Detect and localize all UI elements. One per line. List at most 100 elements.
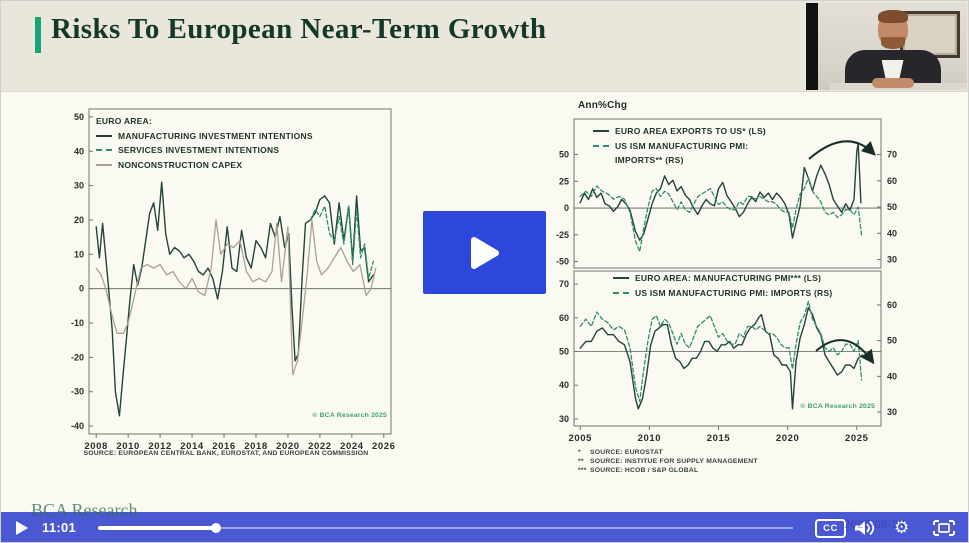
bca-watermark-left: © BCA Research 2025 <box>312 412 387 419</box>
svg-text:10: 10 <box>74 249 84 259</box>
bca-watermark-right: © BCA Research 2025 <box>800 403 875 410</box>
brand-watermark: BCA Research <box>31 500 138 520</box>
bottom-right-chart-legend: EURO AREA: MANUFACTURING PMI*** (LS) US … <box>613 271 832 300</box>
svg-text:50: 50 <box>559 150 569 160</box>
play-pause-button[interactable] <box>16 521 29 535</box>
play-button-overlay[interactable] <box>423 211 546 294</box>
svg-text:60: 60 <box>887 176 897 186</box>
svg-text:50: 50 <box>887 202 897 212</box>
svg-text:2010: 2010 <box>638 433 662 444</box>
svg-text:30: 30 <box>887 255 897 265</box>
legend-label-ism-imports: US ISM MANUFACTURING PMI: IMPORTS (RS) <box>635 287 833 298</box>
solid-dark-line-swatch <box>593 130 609 133</box>
legend-label-euro-pmi: EURO AREA: MANUFACTURING PMI*** (LS) <box>635 273 822 283</box>
svg-text:25: 25 <box>559 176 569 186</box>
svg-text:2020: 2020 <box>276 441 300 452</box>
svg-text:60: 60 <box>887 300 897 310</box>
solid-dark-line-swatch <box>613 277 629 280</box>
svg-text:30: 30 <box>74 181 84 191</box>
svg-text:2010: 2010 <box>116 441 140 452</box>
y-axis-title: Ann%Chg <box>578 100 628 111</box>
svg-text:30: 30 <box>887 407 897 417</box>
svg-text:2015: 2015 <box>707 433 731 444</box>
svg-text:-20: -20 <box>71 352 84 362</box>
svg-text:2005: 2005 <box>568 433 592 444</box>
svg-text:50: 50 <box>559 347 569 357</box>
left-chart-legend: EURO AREA: MANUFACTURING INVESTMENT INTE… <box>96 114 313 172</box>
svg-text:-50: -50 <box>556 257 569 267</box>
solid-gray-line-swatch <box>96 163 112 166</box>
svg-text:60: 60 <box>559 313 569 323</box>
presenter-beard <box>880 37 905 49</box>
framed-picture <box>899 10 960 58</box>
progress-handle[interactable] <box>211 523 222 533</box>
svg-text:2012: 2012 <box>148 441 172 452</box>
svg-text:-10: -10 <box>71 318 84 328</box>
legend-label-manufacturing: MANUFACTURING INVESTMENT INTENTIONS <box>118 130 313 141</box>
webcam-video <box>806 3 967 90</box>
cc-label: CC <box>823 523 838 534</box>
footnote-marker: *** <box>578 467 587 474</box>
left-chart-source: SOURCE: EUROPEAN CENTRAL BANK, EUROSTAT,… <box>83 450 369 457</box>
date-watermark: 2025-06-25 <box>844 519 906 531</box>
svg-text:0: 0 <box>79 284 84 294</box>
svg-text:2022: 2022 <box>308 441 332 452</box>
dashed-green-line-swatch <box>613 291 629 294</box>
svg-text:40: 40 <box>74 146 84 156</box>
svg-text:20: 20 <box>74 215 84 225</box>
settings-gear-icon[interactable]: ⚙ <box>894 518 910 538</box>
legend-label-exports: EURO AREA EXPORTS TO US* (LS) <box>615 126 766 136</box>
presenter-hand <box>871 78 914 88</box>
player-bar-icons: CC ⚙ <box>1 512 968 542</box>
footnote-text: SOURCE: EUROSTAT <box>590 449 663 456</box>
dashed-green-line-swatch <box>96 149 112 152</box>
svg-text:70: 70 <box>559 279 569 289</box>
svg-text:50: 50 <box>74 112 84 122</box>
volume-icon[interactable] <box>854 519 876 537</box>
progress-bar[interactable] <box>98 523 793 533</box>
current-time: 11:01 <box>42 520 77 535</box>
svg-text:2020: 2020 <box>776 433 800 444</box>
svg-text:-40: -40 <box>71 421 84 431</box>
right-chart-footnotes: * SOURCE: EUROSTAT ** SOURCE: INSTITUE FOR… <box>578 448 758 475</box>
play-icon <box>470 236 499 269</box>
dashed-green-line-swatch <box>593 144 609 147</box>
svg-text:2026: 2026 <box>372 441 396 452</box>
svg-text:30: 30 <box>559 414 569 424</box>
svg-text:2014: 2014 <box>180 441 204 452</box>
legend-label-ism-line1: US ISM MANUFACTURING PMI: <box>615 140 749 151</box>
solid-dark-line-swatch <box>96 134 112 137</box>
footnote-marker: * <box>578 449 581 456</box>
footnote-marker: ** <box>578 458 584 465</box>
title-accent-bar <box>35 17 41 53</box>
svg-text:70: 70 <box>887 149 897 159</box>
svg-text:40: 40 <box>887 371 897 381</box>
footnote-text: SOURCE: HCOB / S&P GLOBAL <box>590 467 699 474</box>
svg-text:-30: -30 <box>71 387 84 397</box>
svg-text:40: 40 <box>887 228 897 238</box>
svg-text:2018: 2018 <box>244 441 268 452</box>
svg-text:2024: 2024 <box>340 441 364 452</box>
player-control-bar: 11:01 <box>1 512 968 542</box>
fullscreen-icon[interactable] <box>932 519 956 537</box>
svg-text:2008: 2008 <box>84 441 108 452</box>
page-title: Risks To European Near-Term Growth <box>51 13 547 45</box>
legend-label-services: SERVICES INVESTMENT INTENTIONS <box>118 145 280 155</box>
svg-text:0: 0 <box>564 203 569 213</box>
svg-text:-25: -25 <box>556 230 569 240</box>
top-right-chart-legend: EURO AREA EXPORTS TO US* (LS) US ISM MAN… <box>593 124 766 168</box>
progress-fill <box>98 526 217 530</box>
closed-captions-button[interactable]: CC <box>815 519 846 538</box>
legend-label-ism-line2: IMPORTS** (RS) <box>615 155 684 165</box>
legend-title: EURO AREA: <box>96 116 153 126</box>
presenter-video <box>818 3 967 90</box>
exports-pmi-chart: 50 25 0 -25 -50 70 60 50 40 30 70 60 50 40 30 60 50 40 30 2… <box>556 118 897 444</box>
svg-text:2016: 2016 <box>212 441 236 452</box>
svg-text:40: 40 <box>559 380 569 390</box>
presenter-hair <box>877 10 908 23</box>
legend-label-capex: NONCONSTRUCTION CAPEX <box>118 159 243 170</box>
footnote-text: SOURCE: INSTITUE FOR SUPPLY MANAGEMENT <box>590 458 758 465</box>
svg-text:2025: 2025 <box>845 433 869 444</box>
